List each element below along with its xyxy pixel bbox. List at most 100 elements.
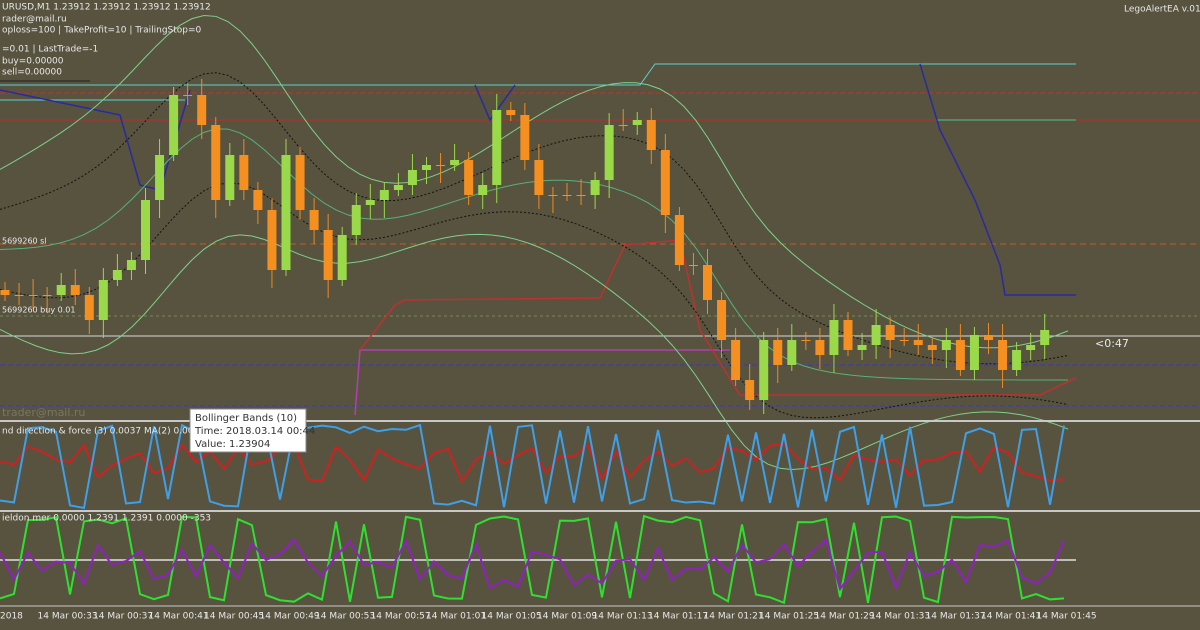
- candle-body: [885, 325, 895, 340]
- candle-body: [688, 265, 698, 266]
- candle-body: [548, 195, 558, 196]
- info-line: buy=0.00000: [2, 57, 64, 67]
- candle-body: [253, 190, 263, 210]
- candle-body: [464, 160, 474, 195]
- tooltip-time: Time: 2018.03.14 00:44: [194, 426, 315, 437]
- candle-body: [1012, 350, 1022, 370]
- time-label: 14 Mar 01:01: [426, 612, 486, 622]
- candle-body: [492, 110, 502, 185]
- expert-label: LegoAlertEA v.01: [1124, 5, 1200, 15]
- candle-body: [576, 195, 586, 196]
- candle-body: [309, 210, 319, 230]
- oscillator-line: [0, 423, 1065, 510]
- candle-body: [984, 335, 993, 340]
- candle-body: [1026, 345, 1036, 350]
- candle-body: [14, 295, 24, 296]
- candle-body: [745, 380, 755, 400]
- candle-body: [183, 95, 193, 96]
- candle-body: [281, 155, 291, 270]
- trail-line: [474, 84, 516, 122]
- time-label: 14 Mar 01:09: [537, 612, 597, 622]
- panel-label: nd direction & force (3) 0.0037 MA(2) 0.…: [2, 427, 205, 437]
- candle-body: [941, 340, 951, 350]
- candle-body: [169, 95, 179, 155]
- candle-body: [660, 150, 670, 215]
- candle-body: [0, 290, 10, 295]
- countdown: <0:47: [1095, 337, 1129, 350]
- candle-body: [450, 160, 460, 165]
- time-label: 14 Mar 01:21: [704, 612, 764, 622]
- time-label: 14 Mar 00:57: [371, 612, 431, 622]
- time-label: 14 Mar 00:37: [93, 612, 153, 622]
- time-label: 14 Mar 01:41: [981, 612, 1041, 622]
- time-label: 14 Mar 01:37: [926, 612, 986, 622]
- candle-body: [211, 125, 221, 200]
- candle-body: [829, 320, 839, 355]
- candle-body: [407, 170, 417, 185]
- tooltip-value: Value: 1.23904: [195, 439, 270, 450]
- candle-body: [155, 155, 165, 200]
- candle-body: [267, 210, 277, 270]
- candle-body: [562, 195, 572, 196]
- watermark: trader@mail.ru: [2, 406, 85, 419]
- info-line: rader@mail.ru: [2, 15, 67, 25]
- info-line: sell=0.00000: [2, 68, 62, 78]
- tooltip-box: [189, 408, 307, 453]
- candle-body: [998, 340, 1008, 370]
- time-label: 14 Mar 00:53: [315, 612, 375, 622]
- candle-body: [28, 295, 38, 296]
- candle-body: [323, 230, 333, 280]
- candle-body: [506, 110, 516, 115]
- time-label: 14 Mar 00:33: [38, 612, 98, 622]
- time-label: 14 Mar 01:17: [648, 612, 708, 622]
- candle-body: [365, 200, 375, 205]
- info-line: =0.01 | LastTrade=-1: [2, 45, 98, 55]
- candle-body: [1040, 330, 1050, 345]
- time-label: 14 Mar 01:29: [815, 612, 875, 622]
- candle-body: [913, 340, 923, 345]
- time-label: 14 Mar 01:05: [482, 612, 542, 622]
- candle-body: [843, 320, 853, 350]
- candle-body: [422, 165, 431, 170]
- candle-body: [773, 340, 783, 365]
- candle-body: [239, 155, 249, 190]
- candle-body: [899, 340, 909, 341]
- candle-body: [112, 270, 122, 280]
- candle-body: [590, 180, 600, 195]
- bollinger-band: [0, 182, 1069, 419]
- candle-body: [197, 95, 207, 125]
- candle-body: [787, 340, 797, 365]
- level-label: 5699260 buy 0.01: [2, 306, 75, 315]
- candle-body: [436, 165, 446, 166]
- trail-line: [0, 89, 191, 191]
- candle-body: [871, 325, 881, 345]
- bollinger-band: [0, 233, 1069, 471]
- candle-body: [379, 190, 389, 200]
- candle-body: [604, 125, 614, 180]
- candle-body: [84, 295, 94, 320]
- candle-body: [801, 340, 811, 341]
- candle-body: [927, 345, 937, 350]
- tooltip: Bollinger Bands (10) Time: 2018.03.14 00…: [189, 408, 315, 453]
- candle-body: [56, 285, 66, 295]
- candle-body: [717, 300, 727, 340]
- candle-body: [98, 280, 108, 320]
- tooltip-title: Bollinger Bands (10): [195, 413, 297, 424]
- candle-body: [42, 295, 52, 296]
- oscillator-line: [0, 538, 1065, 592]
- trail-line: [919, 63, 1076, 296]
- candle-body: [857, 345, 867, 350]
- candle-body: [295, 155, 305, 210]
- candle-body: [815, 340, 825, 355]
- info-line: oploss=100 | TakeProfit=10 | TrailingSto…: [2, 26, 202, 36]
- candle-body: [225, 155, 235, 200]
- stop-line: [0, 63, 1076, 86]
- panel-label: ieldon mer 0.0000 1.2391 1.2391 0.0000 -…: [2, 514, 211, 524]
- time-label: 14 Mar 01:33: [870, 612, 930, 622]
- plot-layer: [0, 14, 1200, 605]
- time-label: 14 Mar 00:45: [204, 612, 264, 622]
- candle-body: [351, 205, 361, 235]
